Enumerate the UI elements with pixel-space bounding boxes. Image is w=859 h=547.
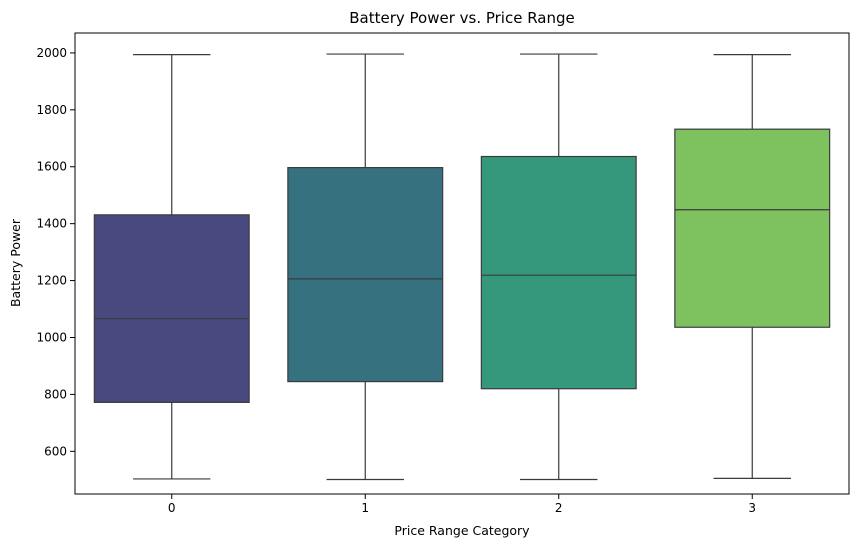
iqr-box: [287, 167, 444, 383]
box-0: [93, 54, 250, 480]
y-axis: 600 800 1000 1200 1400 1600 1800 2000: [36, 46, 75, 458]
y-tick-label: 1200: [36, 274, 67, 288]
axes-frame: [74, 32, 850, 495]
y-tick-label: 800: [44, 387, 67, 401]
iqr-box: [674, 128, 831, 328]
x-axis: 0 1 2 3: [168, 494, 756, 515]
plot-area: [93, 53, 831, 481]
chart-title: Battery Power vs. Price Range: [349, 9, 575, 27]
y-tick-label: 1400: [36, 217, 67, 231]
x-tick-label: 3: [748, 501, 756, 515]
box-3: [674, 54, 831, 479]
y-tick-label: 1800: [36, 103, 67, 117]
iqr-box: [93, 214, 250, 403]
x-tick-label: 0: [168, 501, 176, 515]
y-tick-label: 2000: [36, 46, 67, 60]
y-tick-label: 1000: [36, 330, 67, 344]
y-tick-label: 600: [44, 444, 67, 458]
y-axis-label: Battery Power: [8, 218, 23, 307]
box-2: [480, 53, 637, 481]
x-axis-label: Price Range Category: [394, 523, 530, 538]
x-tick-label: 1: [361, 501, 369, 515]
y-tick-label: 1600: [36, 160, 67, 174]
x-tick-label: 2: [555, 501, 563, 515]
box-1: [287, 53, 444, 481]
iqr-box: [480, 155, 637, 390]
